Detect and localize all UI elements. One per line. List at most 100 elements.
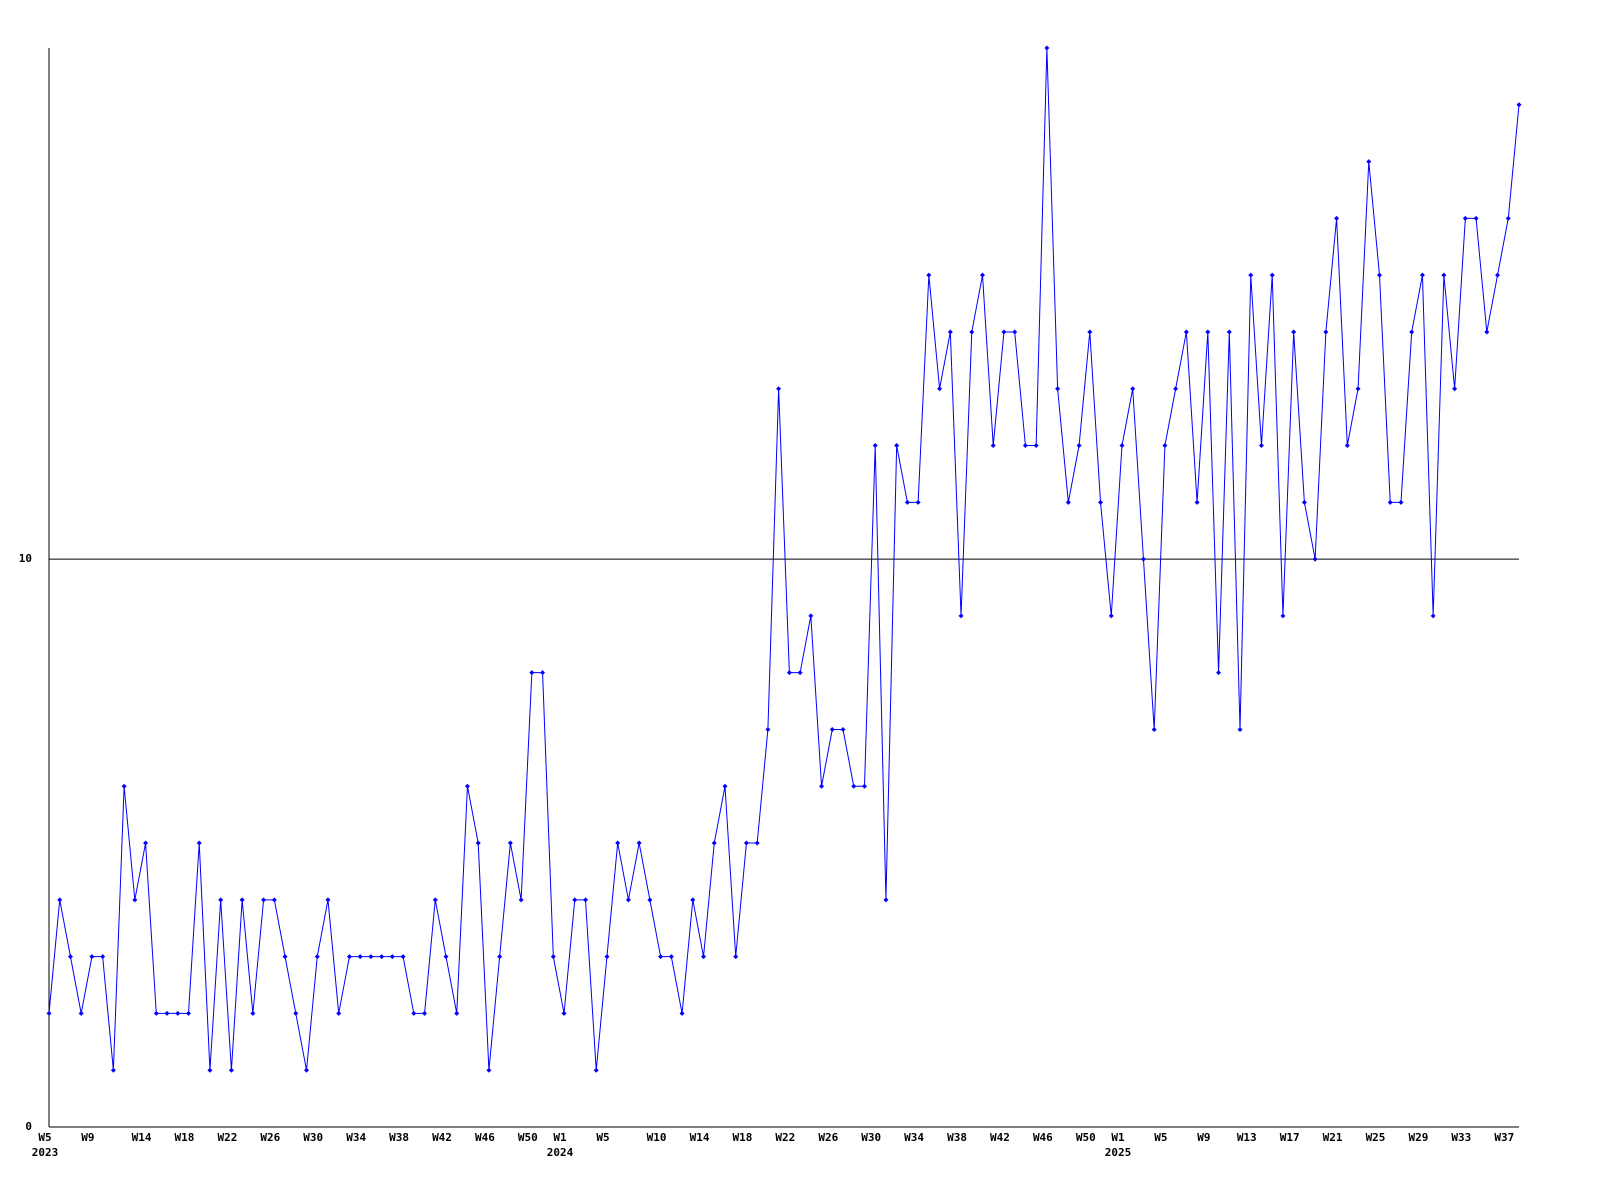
point-marker bbox=[1430, 613, 1436, 619]
point-marker bbox=[894, 443, 900, 449]
point-marker bbox=[518, 897, 524, 903]
point-marker bbox=[872, 443, 878, 449]
point-marker bbox=[475, 840, 481, 846]
point-marker bbox=[840, 726, 846, 732]
point-marker bbox=[1312, 556, 1318, 562]
point-marker bbox=[572, 897, 578, 903]
point-marker bbox=[1409, 329, 1415, 335]
point-marker bbox=[679, 1010, 685, 1016]
point-marker bbox=[1473, 215, 1479, 221]
x-tick-label: W14 bbox=[132, 1131, 152, 1144]
point-marker bbox=[990, 443, 996, 449]
point-marker bbox=[743, 840, 749, 846]
x-tick-label: W22 bbox=[217, 1131, 237, 1144]
point-marker bbox=[1495, 272, 1501, 278]
x-year-label: 2024 bbox=[547, 1146, 574, 1159]
point-marker bbox=[196, 840, 202, 846]
x-tick-label: W9 bbox=[1197, 1131, 1210, 1144]
x-tick-label: W17 bbox=[1280, 1131, 1300, 1144]
point-marker bbox=[121, 783, 127, 789]
point-marker bbox=[89, 954, 95, 960]
point-marker bbox=[250, 1010, 256, 1016]
point-marker bbox=[582, 897, 588, 903]
point-marker bbox=[1398, 499, 1404, 505]
point-marker bbox=[1216, 670, 1222, 676]
point-marker bbox=[78, 1010, 84, 1016]
point-marker bbox=[1022, 443, 1028, 449]
point-marker bbox=[1441, 272, 1447, 278]
x-tick-label: W38 bbox=[947, 1131, 967, 1144]
point-marker bbox=[819, 783, 825, 789]
point-marker bbox=[754, 840, 760, 846]
point-marker bbox=[604, 954, 610, 960]
point-marker bbox=[1044, 45, 1050, 51]
point-marker bbox=[722, 783, 728, 789]
point-marker bbox=[1108, 613, 1114, 619]
point-marker bbox=[497, 954, 503, 960]
point-marker bbox=[164, 1010, 170, 1016]
point-marker bbox=[1334, 215, 1340, 221]
point-marker bbox=[1387, 499, 1393, 505]
x-tick-label: W38 bbox=[389, 1131, 409, 1144]
point-marker bbox=[175, 1010, 181, 1016]
x-tick-label: W34 bbox=[904, 1131, 924, 1144]
point-marker bbox=[314, 954, 320, 960]
point-marker bbox=[1419, 272, 1425, 278]
point-marker bbox=[1258, 443, 1264, 449]
x-tick-label: W5 bbox=[596, 1131, 609, 1144]
x-tick-label: W46 bbox=[1033, 1131, 1053, 1144]
point-marker bbox=[765, 726, 771, 732]
point-marker bbox=[346, 954, 352, 960]
point-marker bbox=[797, 670, 803, 676]
x-tick-label: W26 bbox=[818, 1131, 838, 1144]
point-marker bbox=[1098, 499, 1104, 505]
point-marker bbox=[1151, 726, 1157, 732]
point-marker bbox=[561, 1010, 567, 1016]
point-marker bbox=[454, 1010, 460, 1016]
point-marker bbox=[1377, 272, 1383, 278]
x-tick-label: W30 bbox=[861, 1131, 881, 1144]
point-marker bbox=[132, 897, 138, 903]
x-tick-label: W13 bbox=[1237, 1131, 1257, 1144]
point-marker bbox=[304, 1067, 310, 1073]
x-tick-label: W14 bbox=[690, 1131, 710, 1144]
point-marker bbox=[690, 897, 696, 903]
x-tick-label: W1 bbox=[1111, 1131, 1125, 1144]
x-tick-label: W30 bbox=[303, 1131, 323, 1144]
x-tick-label: W42 bbox=[432, 1131, 452, 1144]
point-marker bbox=[668, 954, 674, 960]
point-marker bbox=[829, 726, 835, 732]
point-marker bbox=[110, 1067, 116, 1073]
point-marker bbox=[540, 670, 546, 676]
x-tick-label: W50 bbox=[1076, 1131, 1096, 1144]
point-marker bbox=[1183, 329, 1189, 335]
point-marker bbox=[143, 840, 149, 846]
x-tick-label: W34 bbox=[346, 1131, 366, 1144]
point-marker bbox=[422, 1010, 428, 1016]
x-tick-label: W42 bbox=[990, 1131, 1010, 1144]
point-marker bbox=[293, 1010, 299, 1016]
x-tick-label: W21 bbox=[1323, 1131, 1343, 1144]
point-marker bbox=[915, 499, 921, 505]
x-tick-label: W50 bbox=[518, 1131, 538, 1144]
x-tick-label: W9 bbox=[81, 1131, 94, 1144]
point-marker bbox=[46, 1010, 52, 1016]
point-marker bbox=[389, 954, 395, 960]
point-marker bbox=[1076, 443, 1082, 449]
point-marker bbox=[904, 499, 910, 505]
point-marker bbox=[733, 954, 739, 960]
x-tick-label: W25 bbox=[1366, 1131, 1386, 1144]
x-tick-label: W33 bbox=[1451, 1131, 1471, 1144]
x-tick-label: W18 bbox=[733, 1131, 753, 1144]
point-marker bbox=[861, 783, 867, 789]
point-marker bbox=[271, 897, 277, 903]
point-marker bbox=[507, 840, 513, 846]
point-marker bbox=[1344, 443, 1350, 449]
point-marker bbox=[550, 954, 556, 960]
point-marker bbox=[625, 897, 631, 903]
point-marker bbox=[1205, 329, 1211, 335]
point-marker bbox=[1130, 386, 1136, 392]
point-marker bbox=[926, 272, 932, 278]
y-tick-label: 0 bbox=[25, 1120, 32, 1133]
